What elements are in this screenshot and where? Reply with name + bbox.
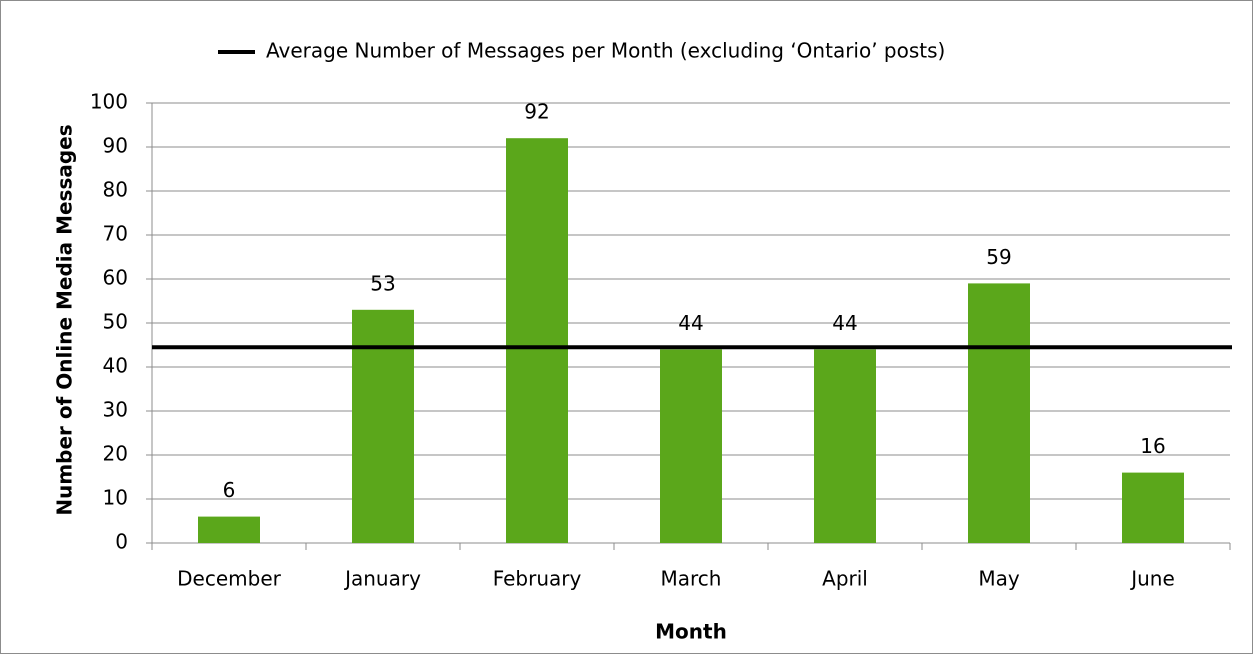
data-label: 92 <box>524 100 549 124</box>
x-tick-label: March <box>661 567 722 591</box>
y-tick-label: 0 <box>115 530 128 554</box>
y-tick-label: 100 <box>90 90 128 114</box>
x-tick-label: June <box>1129 567 1175 591</box>
bar <box>1122 472 1184 543</box>
y-tick-label: 90 <box>103 134 128 158</box>
y-tick-label: 60 <box>103 266 128 290</box>
x-axis-label: Month <box>655 620 727 644</box>
data-label: 16 <box>1140 434 1165 458</box>
data-label: 44 <box>832 311 857 335</box>
legend-label: Average Number of Messages per Month (ex… <box>266 39 945 63</box>
x-tick-label: January <box>343 567 421 591</box>
y-tick-label: 70 <box>103 222 128 246</box>
y-tick-label: 20 <box>103 442 128 466</box>
bar <box>198 516 260 543</box>
x-tick-label: April <box>822 567 868 591</box>
y-tick-label: 80 <box>103 178 128 202</box>
y-tick-label: 40 <box>103 354 128 378</box>
y-tick-label: 50 <box>103 310 128 334</box>
bar <box>352 309 414 543</box>
y-tick-label: 30 <box>103 398 128 422</box>
data-label: 6 <box>223 478 236 502</box>
bar <box>814 349 876 543</box>
data-label: 53 <box>370 271 395 295</box>
bar <box>660 349 722 543</box>
y-tick-label: 10 <box>103 486 128 510</box>
x-tick-label: December <box>177 567 281 591</box>
data-label: 59 <box>986 245 1011 269</box>
y-axis-label: Number of Online Media Messages <box>53 124 77 515</box>
data-label: 44 <box>678 311 703 335</box>
bar <box>506 138 568 543</box>
x-tick-label: February <box>493 567 582 591</box>
bar <box>968 283 1030 543</box>
x-tick-label: May <box>978 567 1020 591</box>
